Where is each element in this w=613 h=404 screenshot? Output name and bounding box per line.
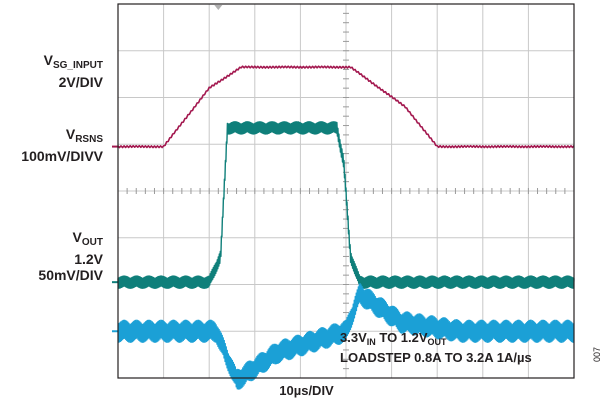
ann-line2: LOADSTEP 0.8A TO 3.2A 1A/µs [340, 350, 532, 365]
label-vsg-input-sub: SG_INPUT [52, 60, 103, 71]
label-vsg-input-scale: 2V/DIV [58, 74, 103, 90]
label-vsg-input-main: V [43, 52, 53, 68]
label-vout-scale: 50mV/DIV [38, 267, 103, 283]
ann-line1-b: IN [366, 337, 376, 347]
trace-out [117, 283, 575, 390]
plot-frame [117, 3, 575, 379]
ann-line1-d: OUT [427, 337, 447, 347]
label-vout: VOUT 1.2V 50mV/DIV [38, 229, 103, 283]
label-vrsns-scale: 100mV/DIVV [21, 148, 103, 164]
label-vrsns: VRSNS 100mV/DIVV [21, 126, 103, 164]
label-vout-extra: 1.2V [74, 251, 103, 267]
test-condition-annotation: 3.3VIN TO 1.2VOUT LOADSTEP 0.8A TO 3.2A … [340, 330, 532, 366]
x-axis-label: 10µs/DIV [279, 383, 334, 398]
trace-sg-input [117, 65, 575, 149]
trace-rsns [117, 121, 575, 289]
trigger-marker [214, 5, 223, 10]
label-vout-main: V [72, 229, 82, 245]
label-vrsns-sub: RSNS [75, 134, 103, 145]
ann-line1-c: TO 1.2V [375, 330, 428, 345]
label-vsg-input: VSG_INPUT 2V/DIV [44, 52, 103, 90]
label-vout-sub: OUT [81, 237, 103, 248]
ann-line1-a: 3.3V [340, 330, 367, 345]
figure-id: 007 [592, 346, 602, 362]
label-vrsns-main: V [65, 126, 76, 142]
